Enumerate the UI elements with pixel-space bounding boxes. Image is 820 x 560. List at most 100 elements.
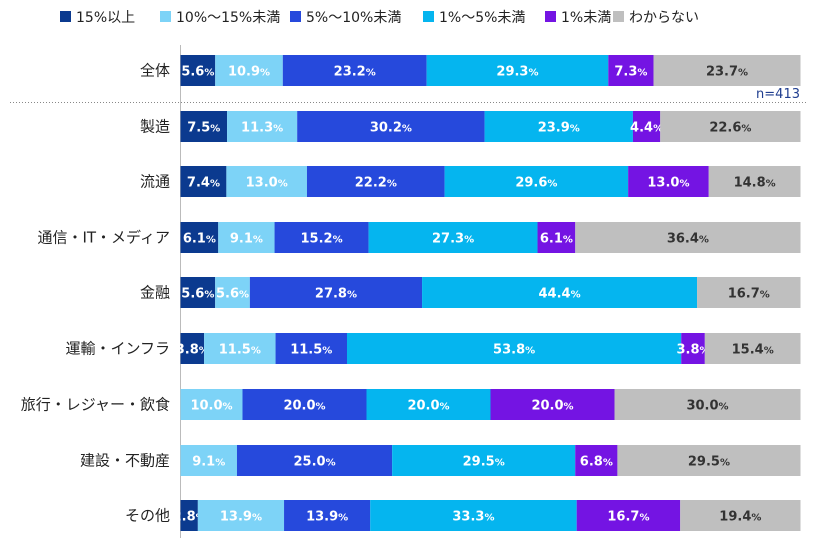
data-label: 22.2%	[355, 176, 397, 191]
bar-segment	[537, 222, 576, 253]
bar-row: 建設・不動産 9.1% 25.0% 29.5% 6.8% 29.5%	[80, 445, 801, 476]
bar-segment	[249, 277, 423, 308]
data-label: 29.3%	[496, 65, 538, 80]
bar-segment	[306, 166, 445, 197]
data-label: 44.4%	[539, 287, 581, 302]
legend-item: 10%～15%未満	[160, 10, 280, 26]
bar-segment	[697, 277, 801, 308]
legend-swatch	[160, 11, 171, 22]
data-label: 9.1%	[192, 455, 225, 470]
data-label: 9.1%	[230, 232, 263, 247]
bar-segment	[704, 333, 801, 364]
legend: 15%以上 10%～15%未満 5%～10%未満 1%～5%未満 1%未満 わからない	[60, 10, 699, 26]
data-label: 5.6%	[181, 287, 214, 302]
data-label: 29.5%	[463, 455, 505, 470]
bar-row: 金融 5.6% 5.6% 27.8% 44.4% 16.7%	[140, 277, 801, 308]
bar-segment	[576, 500, 681, 531]
legend-label: 1%～5%未満	[439, 10, 525, 26]
legend-swatch	[423, 11, 434, 22]
bar-segment	[366, 389, 491, 420]
data-label: 29.5%	[688, 455, 730, 470]
bar-row: 運輸・インフラ 3.8% 11.5% 11.5% 53.8% 3.8% 15.4%	[65, 333, 801, 364]
data-label: 6.1%	[183, 232, 216, 247]
data-label: 6.1%	[540, 232, 573, 247]
legend-item: 1%未満	[545, 10, 611, 26]
legend-label: 1%未満	[561, 10, 611, 26]
bar-segment	[681, 333, 705, 364]
bar-segment	[242, 389, 367, 420]
data-label: 10.0%	[190, 399, 232, 414]
bar-segment	[197, 500, 285, 531]
legend-item: 1%～5%未満	[423, 10, 525, 26]
bar-segment	[370, 500, 577, 531]
data-label: 20.0%	[407, 399, 449, 414]
bar-segment	[575, 222, 801, 253]
data-label: 20.0%	[283, 399, 325, 414]
legend-label: 5%～10%未満	[306, 10, 401, 26]
sample-size-note: n=413	[756, 87, 800, 102]
bar-row: 通信・IT・メディア 6.1% 9.1% 15.2% 27.3% 6.1% 36.4%	[37, 222, 801, 253]
data-label: 5.6%	[181, 65, 214, 80]
bar-segment	[708, 166, 801, 197]
data-label: 23.9%	[538, 121, 580, 136]
category-label: 通信・IT・メディア	[37, 229, 170, 247]
data-label: 6.8%	[580, 455, 613, 470]
category-label: 金融	[140, 284, 170, 302]
data-label: 53.8%	[493, 343, 535, 358]
bar-segment	[297, 111, 485, 142]
bar-segment	[575, 445, 618, 476]
data-label: 3.8%	[176, 343, 209, 358]
bar-row: 流通 7.4% 13.0% 22.2% 29.6% 13.0% 14.8%	[140, 166, 801, 197]
bar-segment	[282, 55, 427, 86]
bar-segment	[180, 389, 243, 420]
bars: 全体 5.6% 10.9% 23.2% 29.3% 7.3% 23.7% 製造 7.5% 11.3…	[21, 55, 801, 531]
bar-segment	[490, 389, 615, 420]
bar-segment	[617, 445, 801, 476]
legend-swatch	[290, 11, 301, 22]
data-label: 19.4%	[719, 510, 761, 525]
data-label: 15.4%	[732, 343, 774, 358]
data-label: 13.0%	[647, 176, 689, 191]
data-label: 33.3%	[452, 510, 494, 525]
bar-segment	[426, 55, 609, 86]
data-label: 11.5%	[290, 343, 332, 358]
bar-segment	[284, 500, 371, 531]
bar-segment	[180, 500, 198, 531]
data-label: 13.0%	[246, 176, 288, 191]
legend-item: わからない	[613, 10, 699, 26]
bar-segment	[632, 111, 661, 142]
data-label: 16.7%	[728, 287, 770, 302]
legend-item: 5%～10%未満	[290, 10, 401, 26]
legend-item: 15%以上	[60, 10, 135, 26]
data-label: 20.0%	[531, 399, 573, 414]
bar-segment	[680, 500, 801, 531]
bar-segment	[660, 111, 801, 142]
bar-segment	[180, 333, 205, 364]
data-label: 13.9%	[220, 510, 262, 525]
data-label: 11.5%	[219, 343, 261, 358]
bar-segment	[218, 222, 275, 253]
category-label: 製造	[140, 118, 170, 136]
category-label: 建設・不動産	[80, 452, 170, 470]
bar-row: 全体 5.6% 10.9% 23.2% 29.3% 7.3% 23.7%	[140, 55, 801, 86]
bar-segment	[180, 445, 237, 476]
bar-segment	[614, 389, 801, 420]
legend-swatch	[613, 11, 624, 22]
bar-segment	[484, 111, 633, 142]
bar-segment	[180, 222, 219, 253]
data-label: 7.5%	[187, 121, 220, 136]
data-label: 5.6%	[216, 287, 249, 302]
bar-segment	[215, 277, 250, 308]
data-label: 25.0%	[293, 455, 335, 470]
category-label: 旅行・レジャー・飲食	[21, 396, 170, 414]
bar-segment	[236, 445, 393, 476]
bar-segment	[275, 333, 347, 364]
legend-label: 10%～15%未満	[176, 10, 280, 26]
bar-segment	[653, 55, 801, 86]
bar-segment	[180, 277, 216, 308]
category-label: 全体	[140, 62, 170, 80]
category-label: その他	[125, 507, 170, 525]
data-label: 3.8%	[676, 343, 709, 358]
bar-segment	[628, 166, 709, 197]
